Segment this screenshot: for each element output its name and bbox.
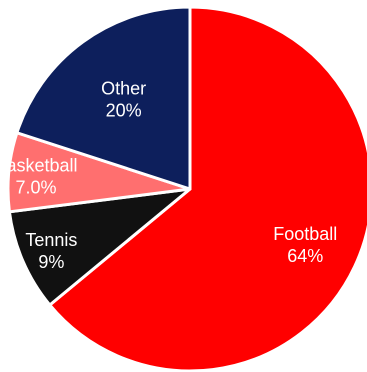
pie-label-name: Basketball bbox=[0, 155, 78, 175]
pie-slice-tennis bbox=[7, 187, 192, 307]
pie-slice-other bbox=[15, 5, 192, 191]
pie-slices bbox=[6, 5, 367, 372]
pie-slice-football bbox=[48, 5, 367, 372]
pie-label-other: Other 20% bbox=[101, 79, 146, 121]
pie-label-name: Football bbox=[273, 224, 337, 244]
pie-label-name: Tennis bbox=[25, 230, 77, 250]
pie-label-basketball: Basketball 7.0% bbox=[0, 155, 78, 197]
pie-label-value: 64% bbox=[287, 246, 323, 266]
pie-label-football: Football 64% bbox=[273, 224, 337, 266]
pie-label-value: 20% bbox=[106, 101, 142, 121]
pie-label-value: 7.0% bbox=[15, 177, 56, 197]
pie-label-tennis: Tennis 9% bbox=[25, 230, 77, 272]
pie-labels: Football 64% Tennis 9% Basketball 7.0% Other 20… bbox=[0, 79, 337, 272]
pie-label-value: 9% bbox=[38, 252, 64, 272]
pie-label-name: Other bbox=[101, 79, 146, 99]
